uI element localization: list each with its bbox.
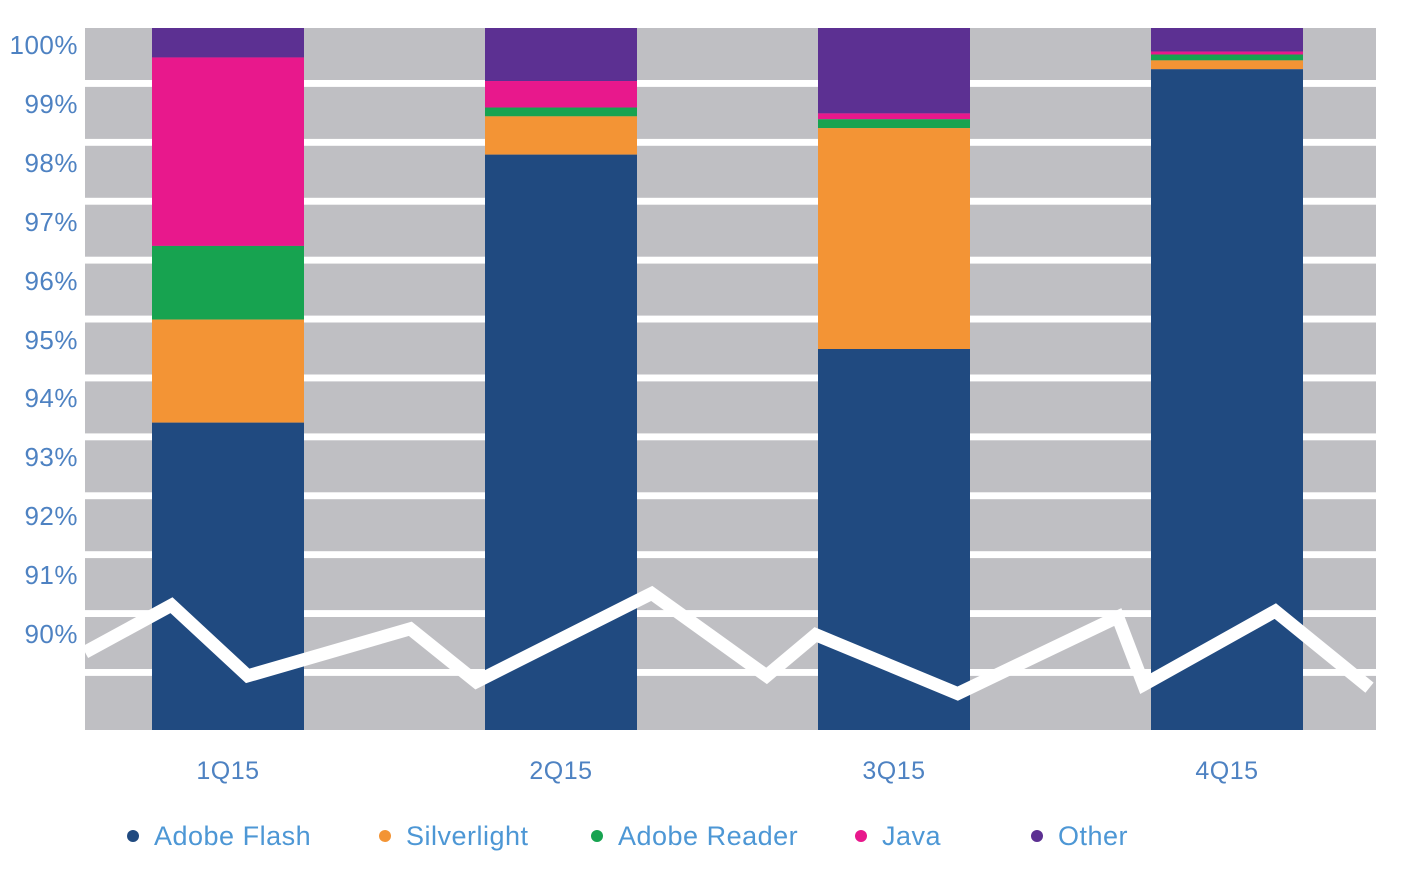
y-axis-tick-label: 94% bbox=[24, 383, 78, 414]
x-axis-category-label: 3Q15 bbox=[862, 757, 926, 785]
y-axis-tick-label: 97% bbox=[24, 206, 78, 237]
plot-area bbox=[85, 28, 1376, 730]
bar-segment-java-3q15 bbox=[818, 113, 970, 120]
bar-segment-java-4q15 bbox=[1151, 51, 1303, 55]
bar-segment-silverlight-3q15 bbox=[818, 128, 970, 350]
legend-dot-icon bbox=[1031, 830, 1043, 842]
x-axis-category-label: 1Q15 bbox=[196, 757, 260, 785]
bar-segment-adobe-reader-3q15 bbox=[818, 119, 970, 129]
legend-dot-icon bbox=[379, 830, 391, 842]
legend-item-adobe-flash: Adobe Flash bbox=[127, 820, 311, 852]
bar-segment-java-2q15 bbox=[485, 81, 637, 108]
legend-label: Java bbox=[882, 820, 942, 851]
bar-segment-other-4q15 bbox=[1151, 28, 1303, 52]
legend-label: Other bbox=[1058, 820, 1129, 851]
legend-dot-icon bbox=[855, 830, 867, 842]
bar-segment-other-3q15 bbox=[818, 28, 970, 114]
y-axis-tick-label: 100% bbox=[9, 30, 78, 60]
bar-segment-other-1q15 bbox=[152, 28, 304, 58]
legend-dot-icon bbox=[127, 830, 139, 842]
y-axis-tick-label: 99% bbox=[24, 88, 78, 119]
y-axis-tick-label: 95% bbox=[24, 324, 78, 355]
bar-segment-adobe-reader-2q15 bbox=[485, 107, 637, 117]
y-axis-tick-label: 93% bbox=[24, 442, 78, 473]
bar-segment-adobe-flash-1q15 bbox=[152, 422, 304, 730]
bar-segment-adobe-reader-4q15 bbox=[1151, 54, 1303, 61]
y-axis-tick-label: 96% bbox=[24, 265, 78, 296]
bar-segment-silverlight-1q15 bbox=[152, 319, 304, 423]
legend-label: Adobe Reader bbox=[618, 820, 799, 851]
legend-item-other: Other bbox=[1031, 820, 1128, 852]
y-axis-tick-label: 91% bbox=[24, 560, 78, 591]
bar-segment-adobe-reader-1q15 bbox=[152, 245, 304, 320]
legend-item-adobe-reader: Adobe Reader bbox=[591, 820, 798, 852]
legend-item-java: Java bbox=[855, 820, 941, 852]
bar-segment-java-1q15 bbox=[152, 57, 304, 246]
y-axis-tick-label: 98% bbox=[24, 147, 78, 178]
x-axis-category-label: 2Q15 bbox=[529, 757, 593, 785]
legend-label: Silverlight bbox=[406, 820, 529, 851]
bar-segment-other-2q15 bbox=[485, 28, 637, 82]
legend-dot-icon bbox=[591, 830, 603, 842]
bar-segment-silverlight-2q15 bbox=[485, 116, 637, 155]
bar-segment-silverlight-4q15 bbox=[1151, 60, 1303, 70]
y-axis-tick-label: 90% bbox=[24, 619, 78, 649]
legend-item-silverlight: Silverlight bbox=[379, 820, 529, 852]
x-axis-category-label: 4Q15 bbox=[1195, 757, 1259, 785]
trend-line bbox=[85, 585, 1374, 701]
y-axis-tick-label: 92% bbox=[24, 501, 78, 532]
legend-label: Adobe Flash bbox=[154, 820, 312, 851]
